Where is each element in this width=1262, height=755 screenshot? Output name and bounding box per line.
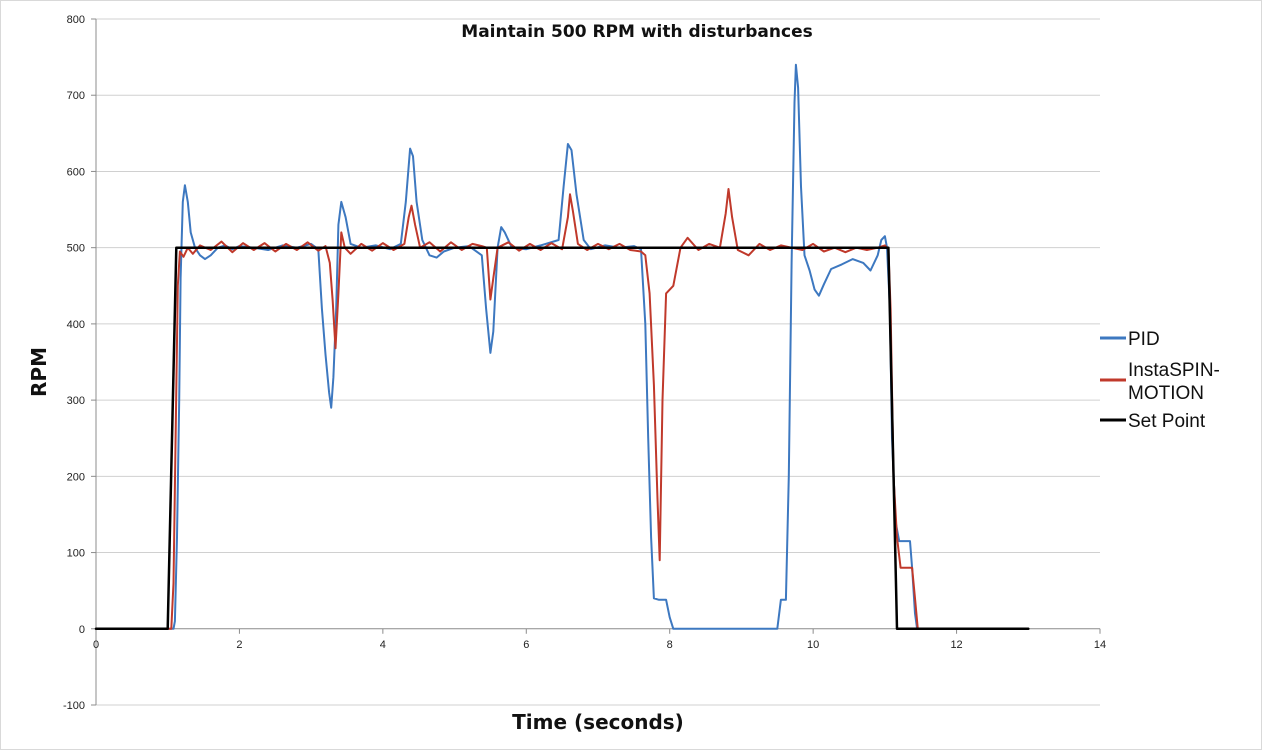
- x-tick-label: 6: [523, 639, 529, 651]
- x-tick-label: 4: [380, 639, 386, 651]
- legend-label-instaspin-line1: InstaSPIN-: [1128, 360, 1220, 381]
- x-axis-title: Time (seconds): [512, 710, 684, 734]
- legend-label-set-point: Set Point: [1128, 411, 1206, 432]
- y-tick-label: 700: [67, 90, 85, 102]
- y-tick-label: 100: [67, 548, 85, 560]
- x-tick-label: 10: [807, 639, 819, 651]
- y-tick-label: 600: [67, 166, 85, 178]
- x-tick-label: 8: [667, 639, 673, 651]
- x-tick-label: 14: [1094, 639, 1106, 651]
- y-tick-label: 400: [67, 319, 85, 331]
- y-tick-label: 200: [67, 471, 85, 483]
- y-tick-label: -100: [63, 700, 85, 712]
- y-tick-label: 300: [67, 395, 85, 407]
- y-axis-title: RPM: [27, 347, 51, 397]
- y-tick-label: 0: [79, 624, 85, 636]
- legend-label-instaspin-line2: MOTION: [1128, 383, 1204, 404]
- x-tick-label: 12: [950, 639, 962, 651]
- legend-label-pid: PID: [1128, 329, 1160, 350]
- y-tick-label: 500: [67, 243, 85, 255]
- x-tick-label: 2: [236, 639, 242, 651]
- x-tick-label: 0: [93, 639, 99, 651]
- chart-title: Maintain 500 RPM with disturbances: [461, 22, 812, 42]
- y-tick-label: 800: [67, 14, 85, 26]
